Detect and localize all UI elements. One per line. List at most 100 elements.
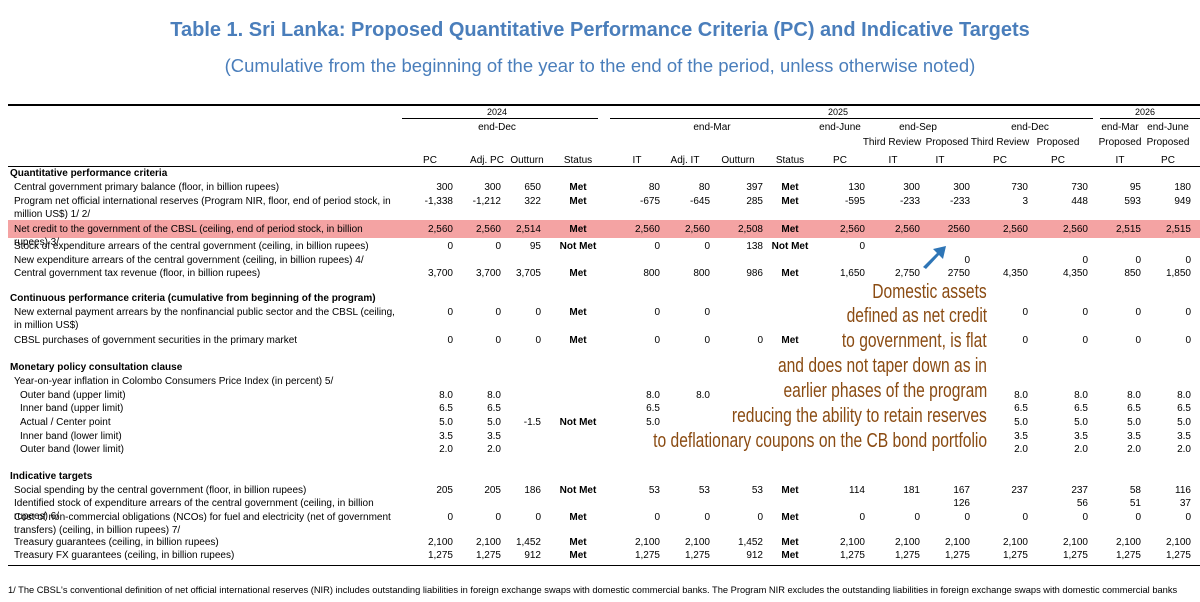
rule-year xyxy=(1100,118,1200,119)
column-header: Status xyxy=(563,154,593,166)
value-cell: 2,100 xyxy=(1002,536,1028,548)
status-cell: Met xyxy=(569,223,587,235)
status-cell: Met xyxy=(569,549,587,561)
value-cell: 0 xyxy=(859,240,865,252)
column-header: Status xyxy=(775,154,805,166)
value-cell: 0 xyxy=(495,306,501,318)
period-header: end-June xyxy=(1147,121,1189,133)
row-label: Social spending by the central governmen… xyxy=(14,484,307,496)
annotation-line: earlier phases of the program xyxy=(783,379,987,403)
value-cell: 1,275 xyxy=(634,549,660,561)
status-cell: Met xyxy=(781,195,799,207)
value-cell: 2.0 xyxy=(1127,443,1141,455)
row-label: Treasury FX guarantees (ceiling, in bill… xyxy=(14,549,235,561)
section-title: Monetary policy consultation clause xyxy=(10,361,183,373)
column-header: IT xyxy=(1115,154,1125,166)
value-cell: 53 xyxy=(648,484,660,496)
value-cell: 912 xyxy=(746,549,763,561)
value-cell: 4,350 xyxy=(1062,267,1088,279)
value-cell: 730 xyxy=(1071,181,1088,193)
row-label: Central government primary balance (floo… xyxy=(14,181,280,193)
period-header: end-Dec xyxy=(1011,121,1049,133)
year-header: 2025 xyxy=(827,106,849,117)
column-header: Outturn xyxy=(510,154,544,166)
value-cell: 205 xyxy=(484,484,501,496)
column-header: Adj. IT xyxy=(670,154,700,166)
value-cell: 800 xyxy=(643,267,660,279)
value-cell: 300 xyxy=(436,181,453,193)
value-cell: 912 xyxy=(524,549,541,561)
value-cell: 180 xyxy=(1174,181,1191,193)
value-cell: 4,350 xyxy=(1002,267,1028,279)
value-cell: 3 xyxy=(1022,195,1028,207)
value-cell: 2,100 xyxy=(427,536,453,548)
value-cell: 0 xyxy=(1022,334,1028,346)
value-cell: 3,705 xyxy=(515,267,541,279)
value-cell: 80 xyxy=(698,181,710,193)
value-cell: 8.0 xyxy=(439,389,453,401)
value-cell: 5.0 xyxy=(439,416,453,428)
value-cell: 2,100 xyxy=(1115,536,1141,548)
value-cell: 322 xyxy=(524,195,541,207)
value-cell: 0 xyxy=(964,254,970,266)
value-cell: 0 xyxy=(447,511,453,523)
annotation-line: and does not taper down as in xyxy=(777,354,987,378)
value-cell: -645 xyxy=(689,195,710,207)
value-cell: 0 xyxy=(704,306,710,318)
column-header: PC xyxy=(993,154,1007,166)
value-cell: 2,100 xyxy=(944,536,970,548)
value-cell: 2,100 xyxy=(475,536,501,548)
arrow xyxy=(923,246,946,269)
value-cell: 730 xyxy=(1011,181,1028,193)
row-label: Net credit to the government of the CBSL… xyxy=(14,223,363,248)
value-cell: 0 xyxy=(704,334,710,346)
status-cell: Met xyxy=(569,306,587,318)
value-cell: 448 xyxy=(1071,195,1088,207)
column-header: PC xyxy=(1051,154,1065,166)
annotation-line: defined as net credit xyxy=(846,304,987,328)
value-cell: 2750 xyxy=(947,267,970,279)
value-cell: 0 xyxy=(535,306,541,318)
value-cell: 850 xyxy=(1124,267,1141,279)
value-cell: 0 xyxy=(495,511,501,523)
value-cell: 6.5 xyxy=(1014,402,1028,414)
value-cell: 5.0 xyxy=(646,416,660,428)
value-cell: 1,275 xyxy=(944,549,970,561)
status-cell: Met xyxy=(569,267,587,279)
status-cell: Met xyxy=(781,334,799,346)
value-cell: 300 xyxy=(484,181,501,193)
section-title: Continuous performance criteria (cumulat… xyxy=(10,292,376,304)
year-header: 2026 xyxy=(1134,106,1156,117)
value-cell: 0 xyxy=(1135,254,1141,266)
title: Table 1. Sri Lanka: Proposed Quantitativ… xyxy=(170,19,1030,41)
value-cell: 167 xyxy=(953,484,970,496)
value-cell: 8.0 xyxy=(1177,389,1191,401)
value-cell: 2,100 xyxy=(839,536,865,548)
value-cell: 0 xyxy=(495,240,501,252)
review-header: Proposed xyxy=(1146,136,1190,148)
value-cell: 2,100 xyxy=(684,536,710,548)
value-cell: 1,275 xyxy=(427,549,453,561)
subtitle: (Cumulative from the beginning of the ye… xyxy=(224,55,976,76)
value-cell: 2,100 xyxy=(1062,536,1088,548)
status-cell: Not Met xyxy=(559,484,597,496)
value-cell: 237 xyxy=(1071,484,1088,496)
review-header: Proposed xyxy=(1036,136,1080,148)
value-cell: -1.5 xyxy=(523,416,541,428)
value-cell: 3,700 xyxy=(475,267,501,279)
value-cell: 0 xyxy=(1135,306,1141,318)
value-cell: 2,514 xyxy=(515,223,541,235)
value-cell: 6.5 xyxy=(487,402,501,414)
value-cell: 0 xyxy=(1082,254,1088,266)
value-cell: 2,100 xyxy=(1165,536,1191,548)
value-cell: 126 xyxy=(953,497,970,509)
value-cell: 2560 xyxy=(947,223,970,235)
value-cell: 95 xyxy=(529,240,541,252)
row-label: Identified stock of expenditure arrears … xyxy=(14,497,374,522)
value-cell: 2.0 xyxy=(1074,443,1088,455)
value-cell: 0 xyxy=(535,511,541,523)
status-cell: Not Met xyxy=(771,240,809,252)
value-cell: 285 xyxy=(746,195,763,207)
value-cell: 205 xyxy=(436,484,453,496)
